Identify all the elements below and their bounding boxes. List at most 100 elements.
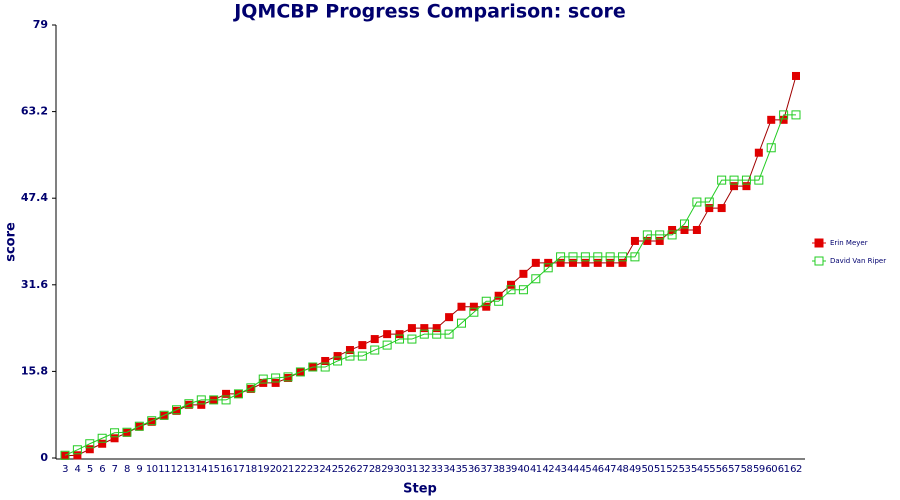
data-point (655, 230, 665, 240)
data-point (742, 182, 751, 191)
data-point (655, 236, 664, 245)
data-point (730, 182, 739, 191)
data-point (692, 197, 702, 207)
x-tick-label: 14 (195, 464, 207, 475)
data-point (320, 362, 330, 372)
data-point (630, 252, 640, 262)
data-point (147, 417, 156, 426)
data-point (543, 263, 553, 273)
data-point (321, 356, 330, 365)
data-point (370, 335, 379, 344)
data-point (122, 428, 131, 437)
data-point (494, 291, 503, 300)
data-point (680, 225, 689, 234)
x-axis-label: Step (403, 482, 437, 497)
data-point (618, 258, 627, 267)
data-point (295, 367, 305, 377)
data-point (593, 258, 602, 267)
x-tick-label: 38 (493, 464, 505, 475)
data-point (221, 395, 231, 405)
data-point (420, 324, 429, 333)
data-point (642, 230, 652, 240)
data-point (345, 346, 354, 355)
x-tick-label: 15 (208, 464, 220, 475)
data-point (357, 351, 367, 361)
x-tick-label: 13 (183, 464, 195, 475)
x-tick-label: 8 (124, 464, 130, 475)
data-point (358, 341, 367, 350)
data-point (469, 307, 479, 317)
x-tick-label: 60 (765, 464, 777, 475)
y-tick-label: 31.6 (21, 278, 48, 291)
data-point (605, 252, 615, 262)
y-tick-label: 47.4 (21, 191, 48, 204)
data-point (61, 451, 69, 460)
series-line (64, 114, 796, 456)
data-point (345, 351, 355, 361)
y-axis-label: score (4, 222, 19, 262)
data-point (456, 318, 466, 328)
data-point (383, 330, 392, 339)
data-point (308, 362, 318, 372)
data-point (506, 285, 516, 295)
data-point (580, 252, 590, 262)
x-tick-label: 56 (716, 464, 728, 475)
data-point (85, 445, 94, 454)
y-tick-label: 0 (40, 451, 48, 464)
x-tick-label: 34 (443, 464, 455, 475)
data-point (679, 219, 689, 229)
x-tick-label: 53 (679, 464, 691, 475)
data-point (222, 389, 231, 398)
data-point (60, 450, 70, 460)
x-tick-label: 28 (369, 464, 381, 475)
x-tick-label: 4 (74, 464, 80, 475)
x-tick-label: 21 (282, 464, 294, 475)
data-point (767, 115, 776, 124)
legend-label: David Van Riper (830, 257, 886, 265)
data-point (382, 340, 392, 350)
data-point (196, 395, 206, 405)
data-point (73, 451, 82, 460)
data-point (407, 334, 417, 344)
x-tick-label: 57 (728, 464, 740, 475)
x-tick-label: 39 (505, 464, 517, 475)
x-tick-label: 55 (703, 464, 715, 475)
x-tick-label: 17 (233, 464, 245, 475)
x-tick-label: 6 (99, 464, 105, 475)
data-point (692, 225, 701, 234)
x-tick-label: 37 (480, 464, 492, 475)
x-tick-label: 33 (431, 464, 443, 475)
x-tick-label: 59 (753, 464, 765, 475)
x-tick-label: 19 (257, 464, 269, 475)
x-tick-label: 47 (604, 464, 616, 475)
data-point (172, 406, 181, 415)
data-point (531, 258, 540, 267)
data-point (134, 421, 144, 431)
data-point (729, 175, 739, 185)
x-tick-label: 58 (741, 464, 753, 475)
x-tick-label: 44 (567, 464, 579, 475)
x-tick-label: 27 (356, 464, 368, 475)
data-point (395, 330, 404, 339)
x-tick-label: 5 (87, 464, 93, 475)
data-point (85, 439, 95, 449)
data-point (519, 269, 528, 278)
x-tick-label: 16 (220, 464, 232, 475)
data-point (618, 252, 628, 262)
x-tick-label: 9 (136, 464, 142, 475)
data-point (568, 258, 577, 267)
data-point (630, 236, 639, 245)
data-point (419, 329, 429, 339)
x-tick-label: 61 (778, 464, 790, 475)
data-point (791, 110, 801, 120)
data-point (197, 400, 206, 409)
x-tick-label: 40 (518, 464, 530, 475)
data-point (469, 302, 478, 311)
data-point (432, 329, 442, 339)
data-point (779, 110, 789, 120)
data-point (766, 143, 776, 153)
data-point (444, 329, 454, 339)
data-point (445, 313, 454, 322)
legend-swatch (814, 256, 824, 266)
